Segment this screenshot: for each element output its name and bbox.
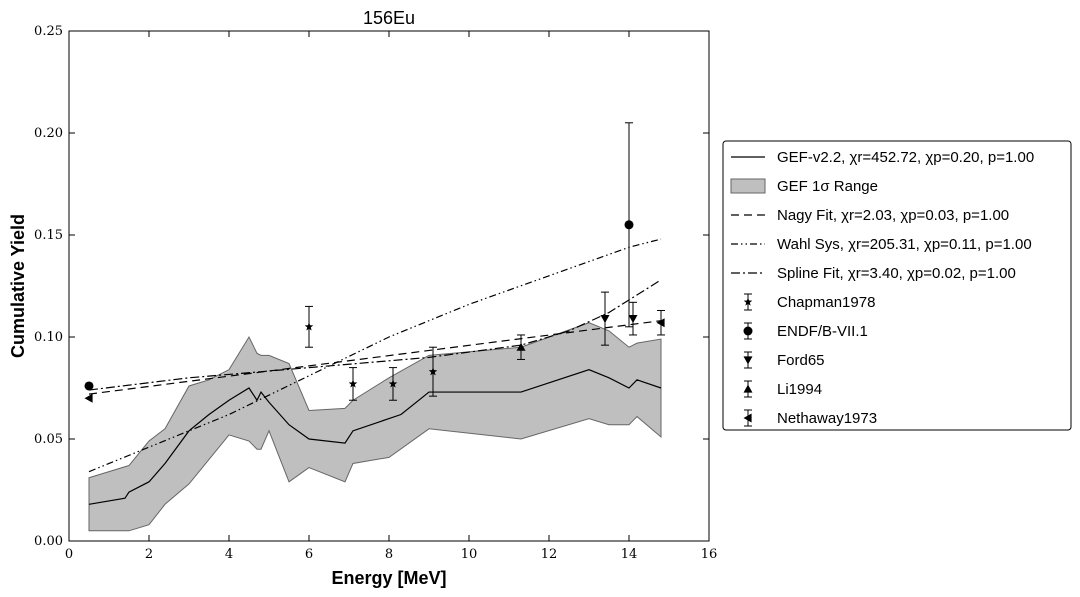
series-line-0 xyxy=(88,369,662,505)
y-tick-label: 0.00 xyxy=(34,534,63,549)
series-line-1 xyxy=(88,320,662,395)
x-tick-label: 2 xyxy=(145,547,153,562)
legend: GEF-v2.2, χr=452.72, χp=0.20, p=1.00 GEF … xyxy=(722,140,1072,431)
data-point-triangle-left xyxy=(656,318,665,328)
data-point-triangle-down xyxy=(628,315,638,324)
data-point-triangle-left xyxy=(84,393,93,403)
x-tick-label: 4 xyxy=(225,547,233,562)
x-tick-label: 16 xyxy=(701,547,718,562)
series-line-2 xyxy=(88,238,662,473)
legend-label: GEF 1σ Range xyxy=(777,178,878,195)
y-tick-label: 0.05 xyxy=(34,432,63,447)
data-point-star xyxy=(304,322,314,331)
y-tick-label: 0.15 xyxy=(34,228,63,243)
legend-label: Li1994 xyxy=(777,381,822,398)
y-axis-title: Cumulative Yield xyxy=(8,214,28,358)
data-point-circle xyxy=(84,381,94,391)
x-tick-label: 0 xyxy=(65,547,73,562)
legend-box xyxy=(722,140,1072,431)
data-point-star xyxy=(388,379,398,388)
y-tick-label: 0.25 xyxy=(34,24,63,39)
plot-area xyxy=(84,122,665,532)
legend-label: Ford65 xyxy=(777,352,825,369)
data-point-triangle-down xyxy=(600,315,610,324)
legend-marker-triangle-left xyxy=(743,413,752,423)
legend-label: GEF-v2.2, χr=452.72, χp=0.20, p=1.00 xyxy=(777,149,1034,166)
data-point-triangle-up xyxy=(516,342,526,351)
axis-ticks: 0 2 4 6 8 10 12 14 16 0.00 0.05 0.10 0.15 0.20 0.25 xyxy=(34,24,717,562)
legend-label: Spline Fit, χr=3.40, χp=0.02, p=1.00 xyxy=(777,265,1016,282)
data-point-star xyxy=(348,379,358,388)
data-point-star xyxy=(428,367,438,376)
legend-marker-star xyxy=(743,297,753,306)
x-axis-title: Energy [MeV] xyxy=(331,568,446,588)
y-tick-label: 0.20 xyxy=(34,126,63,141)
legend-label: Chapman1978 xyxy=(777,294,875,311)
gef-range-band xyxy=(88,322,662,532)
series-line-3 xyxy=(88,279,662,391)
chart-title: 156Eu xyxy=(363,8,415,28)
legend-label: Nagy Fit, χr=2.03, χp=0.03, p=1.00 xyxy=(777,207,1009,224)
legend-band-swatch xyxy=(730,178,766,194)
x-tick-label: 12 xyxy=(541,547,558,562)
legend-marker-triangle-up xyxy=(743,384,753,393)
x-tick-label: 10 xyxy=(461,547,478,562)
legend-marker-triangle-down xyxy=(743,356,753,365)
data-point-circle xyxy=(624,220,634,230)
x-tick-label: 8 xyxy=(385,547,393,562)
x-tick-label: 14 xyxy=(621,547,638,562)
legend-label: Nethaway1973 xyxy=(777,410,877,427)
legend-label: Wahl Sys, χr=205.31, χp=0.11, p=1.00 xyxy=(777,236,1032,253)
legend-label: ENDF/B-VII.1 xyxy=(777,323,868,340)
x-tick-label: 6 xyxy=(305,547,313,562)
y-tick-label: 0.10 xyxy=(34,330,63,345)
legend-marker-circle xyxy=(743,326,753,336)
